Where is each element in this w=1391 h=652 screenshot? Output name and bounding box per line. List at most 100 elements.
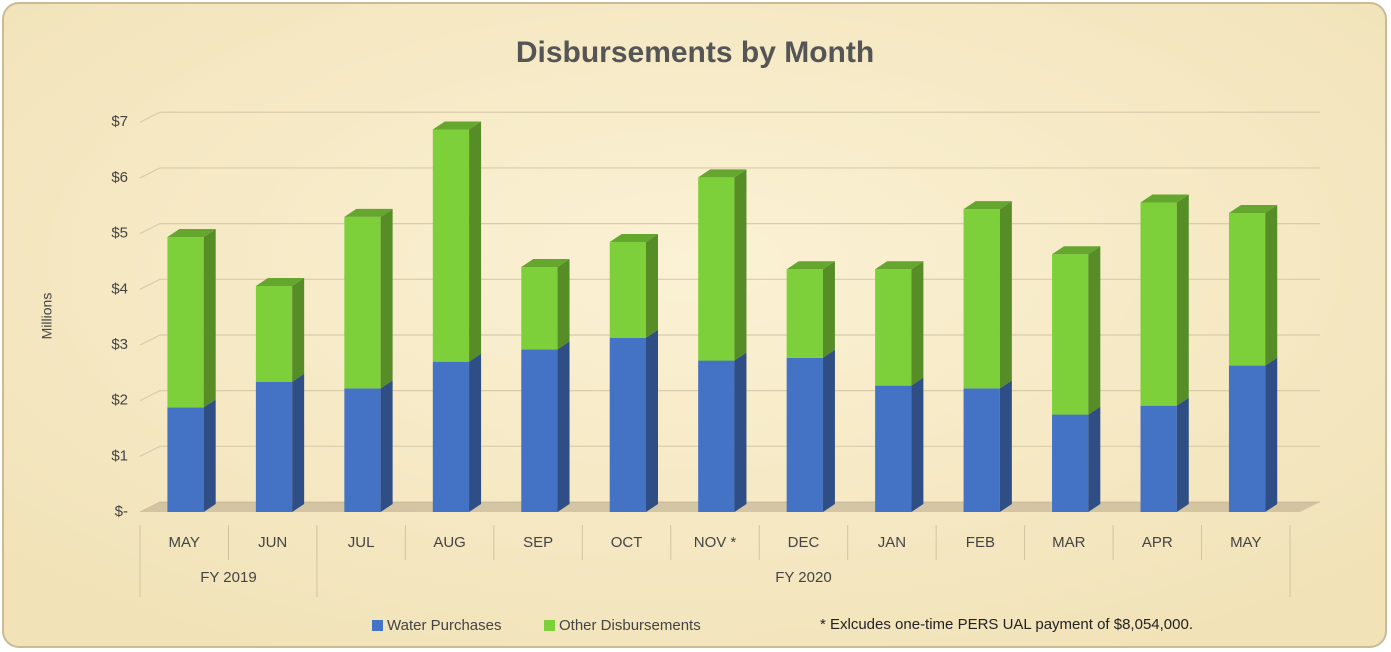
x-tick-label: SEP: [523, 534, 553, 551]
bar-side: [822, 261, 835, 358]
bar-side: [1176, 397, 1189, 512]
bar-top: [255, 277, 305, 286]
bar-segment: [875, 385, 912, 512]
bar-segment: [963, 388, 1000, 512]
bar-segment: [1052, 414, 1089, 512]
bar-side: [1088, 406, 1101, 512]
y-tick-label: $5: [111, 225, 128, 242]
bar-segment: [698, 177, 735, 361]
y-tick-label: $3: [111, 336, 128, 353]
bar-segment: [167, 236, 204, 408]
legend-label: Other Disbursements: [559, 617, 701, 634]
bar-side: [203, 399, 216, 512]
bar-side: [1265, 357, 1278, 512]
bar-side: [999, 201, 1012, 389]
x-tick-label: OCT: [611, 534, 643, 551]
y-tick-label: $1: [111, 447, 128, 464]
bar-side: [999, 380, 1012, 512]
bar-segment: [609, 337, 646, 512]
bar-segment: [432, 361, 470, 512]
bar-side: [557, 341, 570, 512]
bar-side: [911, 261, 924, 386]
bar-top: [167, 228, 216, 237]
y-tick-label: $-: [115, 503, 128, 520]
grid-line: [139, 390, 1320, 402]
bar-segment: [432, 129, 470, 362]
y-tick-label: $7: [111, 113, 128, 130]
bar-segment: [1228, 365, 1266, 512]
bar-side: [646, 233, 658, 338]
bar-side: [734, 352, 747, 512]
annotation: * Exlcudes one-time PERS UAL payment of …: [820, 616, 1193, 633]
bar-side: [203, 228, 216, 408]
bar-side: [557, 259, 570, 350]
bar-segment: [609, 241, 646, 338]
legend-label: Water Purchases: [387, 617, 502, 634]
bar-side: [292, 373, 305, 512]
grid-line: [139, 223, 1320, 235]
bar-side: [1088, 246, 1101, 415]
bar-segment: [521, 349, 558, 512]
bar-segment: [1140, 202, 1177, 406]
bar-segment: [963, 209, 1000, 389]
bar-segment: [1228, 213, 1266, 366]
grid-line: [139, 278, 1320, 290]
bar-top: [875, 261, 924, 270]
grid-line: [139, 167, 1320, 179]
bar-segment: [344, 216, 381, 389]
y-tick-label: $4: [111, 280, 128, 297]
x-tick-label: JUN: [258, 534, 287, 551]
bar-side: [646, 329, 658, 512]
x-tick-label: APR: [1142, 534, 1173, 551]
bar-top: [1228, 205, 1278, 214]
x-tick-label: JUL: [348, 534, 375, 551]
bar-top: [786, 261, 835, 270]
y-tick-label: $2: [111, 392, 128, 409]
x-tick-label: AUG: [433, 534, 466, 551]
bar-side: [380, 208, 393, 389]
legend-swatch: [544, 620, 555, 631]
chart-title: Disbursements by Month: [516, 36, 874, 69]
x-tick-label: NOV *: [694, 534, 737, 551]
x-tick-label: JAN: [878, 534, 906, 551]
bar-segment: [786, 269, 823, 358]
bar-segment: [255, 381, 293, 512]
bar-side: [469, 121, 482, 362]
bar-side: [734, 169, 747, 361]
bar-segment: [875, 269, 912, 386]
x-tick-label: MAR: [1052, 534, 1086, 551]
bar-segment: [521, 267, 558, 350]
bar-top: [1140, 194, 1189, 203]
bar-side: [1265, 205, 1278, 366]
bar-top: [1052, 246, 1101, 255]
bar-segment: [1140, 405, 1177, 512]
grid-line: [139, 334, 1320, 346]
bar-side: [292, 277, 305, 382]
x-tick-label: MAY: [169, 534, 200, 551]
bar-side: [469, 353, 482, 512]
grid-line: [139, 445, 1320, 457]
bar-top: [521, 259, 570, 268]
bar-side: [1176, 194, 1189, 406]
bar-segment: [255, 285, 293, 382]
bar-segment: [344, 388, 381, 512]
bar-side: [822, 349, 835, 512]
legend-swatch: [372, 620, 383, 631]
group-label: FY 2019: [200, 569, 256, 586]
x-tick-label: FEB: [966, 534, 995, 551]
bar-segment: [698, 360, 735, 512]
y-axis-label: Millions: [39, 293, 55, 340]
bar-top: [344, 208, 393, 217]
bar-segment: [167, 407, 204, 512]
bar-top: [432, 121, 482, 130]
bar-side: [380, 380, 393, 512]
bar-top: [609, 233, 658, 242]
bar-side: [911, 377, 924, 512]
bar-top: [698, 169, 747, 178]
grid-line: [139, 111, 1320, 123]
bar-segment: [786, 357, 823, 512]
y-tick-label: $6: [111, 169, 128, 186]
bar-top: [963, 201, 1012, 210]
bar-segment: [1052, 254, 1089, 415]
